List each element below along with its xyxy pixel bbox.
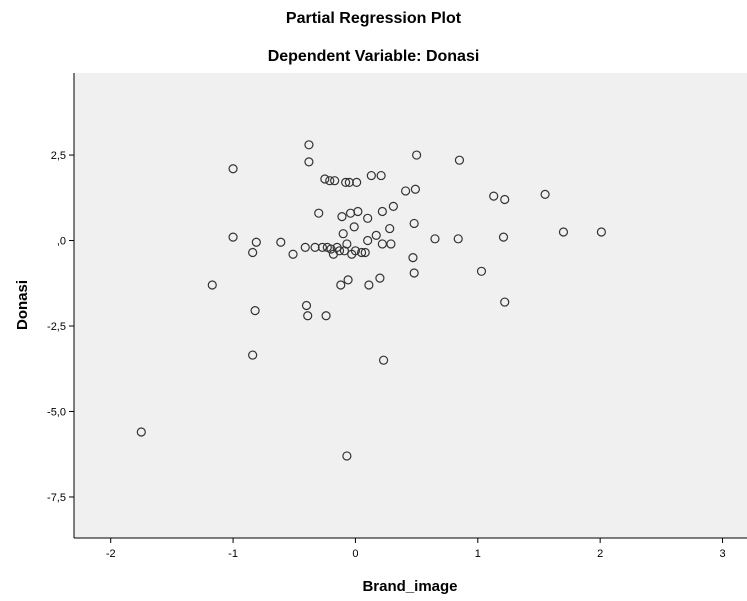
- x-axis-ticks: -2 -1 0 1 2 3: [106, 538, 726, 560]
- scatter-point: [558, 227, 569, 237]
- scatter-point: [320, 174, 330, 184]
- scatter-point: [276, 237, 286, 247]
- scatter-point: [317, 242, 327, 252]
- x-tick-label: -2: [106, 548, 116, 560]
- scatter-point: [325, 176, 335, 186]
- y-tick-label: ,0: [57, 236, 66, 248]
- scatter-point: [228, 164, 238, 174]
- scatter-point: [363, 213, 373, 223]
- scatter-point: [342, 239, 352, 249]
- scatter-point: [344, 177, 354, 188]
- scatter-point: [314, 208, 324, 218]
- scatter-point: [386, 239, 396, 249]
- scatter-point: [412, 150, 422, 160]
- x-tick-label: 0: [352, 548, 358, 560]
- scatter-point: [376, 170, 386, 181]
- scatter-point: [385, 223, 395, 234]
- scatter-point: [377, 206, 387, 217]
- scatter-point: [248, 350, 258, 360]
- scatter-point: [248, 247, 258, 258]
- chart-subtitle: Dependent Variable: Donasi: [267, 48, 480, 65]
- scatter-point: [304, 140, 314, 150]
- scatter-point: [500, 297, 510, 307]
- scatter-point: [401, 186, 411, 196]
- scatter-point: [352, 177, 362, 188]
- y-tick-label: -2,5: [47, 321, 66, 333]
- x-tick-label: 2: [597, 548, 603, 560]
- scatter-point: [207, 280, 217, 290]
- scatter-point: [326, 244, 336, 254]
- scatter-point: [409, 268, 419, 278]
- scatter-point: [375, 273, 385, 283]
- scatter-point: [596, 227, 606, 237]
- scatter-point: [409, 218, 419, 229]
- scatter-point: [310, 242, 320, 252]
- scatter-point: [349, 222, 359, 232]
- x-tick-label: 3: [719, 548, 725, 560]
- y-tick-label: -7,5: [47, 492, 66, 504]
- scatter-point: [363, 235, 373, 246]
- scatter-point: [337, 212, 347, 222]
- scatter-point: [366, 170, 376, 181]
- scatter-point: [408, 253, 418, 263]
- scatter-point: [353, 206, 363, 217]
- scatter-point: [453, 234, 463, 244]
- scatter-point: [303, 311, 313, 321]
- scatter-point: [228, 232, 238, 242]
- scatter-point: [476, 266, 487, 276]
- x-axis-title: Brand_image: [362, 578, 457, 595]
- scatter-point: [336, 280, 346, 290]
- x-tick-label: -1: [228, 548, 238, 560]
- scatter-point: [350, 246, 361, 256]
- plot-area: [74, 73, 747, 538]
- scatter-point: [489, 191, 499, 201]
- y-axis-title: Donasi: [14, 280, 31, 330]
- scatter-point: [454, 155, 465, 165]
- scatter-point: [410, 184, 420, 194]
- scatter-point: [304, 157, 314, 167]
- scatter-point: [330, 176, 340, 186]
- scatter-point: [343, 275, 353, 285]
- scatter-point: [360, 247, 370, 258]
- scatter-point: [301, 300, 312, 311]
- scatter-point: [300, 242, 310, 252]
- y-axis-ticks: 2,5 ,0 -2,5 -5,0 -7,5: [47, 150, 74, 504]
- scatter-point: [136, 427, 146, 437]
- scatter-point: [338, 229, 348, 239]
- scatter-point: [540, 189, 550, 199]
- scatter-point: [321, 311, 331, 321]
- y-tick-label: 2,5: [51, 150, 66, 162]
- y-tick-label: -5,0: [47, 406, 66, 418]
- scatter-point: [341, 177, 351, 188]
- x-tick-label: 1: [475, 548, 481, 560]
- scatter-point: [288, 249, 298, 259]
- scatter-point: [378, 355, 389, 365]
- scatter-point: [388, 201, 398, 211]
- scatter-point: [500, 194, 510, 205]
- scatter-point: [364, 280, 374, 290]
- scatter-point: [334, 246, 345, 256]
- scatter-point: [498, 232, 509, 242]
- scatter-point: [251, 237, 261, 247]
- scatter-point: [371, 230, 381, 241]
- scatter-point: [250, 306, 260, 316]
- scatter-point: [356, 247, 367, 258]
- scatter-point: [342, 451, 352, 461]
- chart-title: Partial Regression Plot: [285, 10, 462, 27]
- scatter-point: [430, 234, 440, 244]
- data-points: [136, 140, 606, 461]
